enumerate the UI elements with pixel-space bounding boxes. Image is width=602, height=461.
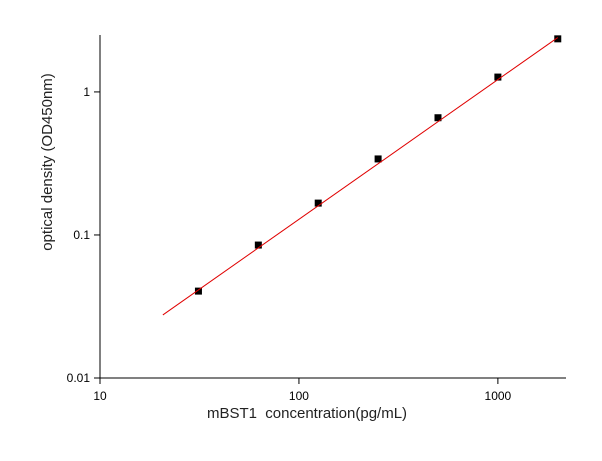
x-tick-label: 100	[289, 389, 309, 403]
data-point	[194, 287, 202, 295]
data-point	[494, 73, 502, 81]
x-axis-label: mBST1 concentration(pg/mL)	[207, 405, 407, 422]
y-tick-label: 1	[83, 85, 90, 99]
data-point	[314, 199, 322, 207]
data-point	[254, 241, 262, 249]
fit-line	[162, 37, 559, 316]
y-tick-label: 0.01	[67, 371, 91, 385]
x-tick-label: 10	[93, 389, 107, 403]
data-point	[374, 155, 382, 163]
x-tick-label: 1000	[485, 389, 512, 403]
data-point	[434, 114, 442, 122]
y-axis-label: optical density (OD450nm)	[39, 73, 56, 251]
y-tick-label: 0.1	[73, 228, 90, 242]
data-point	[554, 35, 562, 43]
